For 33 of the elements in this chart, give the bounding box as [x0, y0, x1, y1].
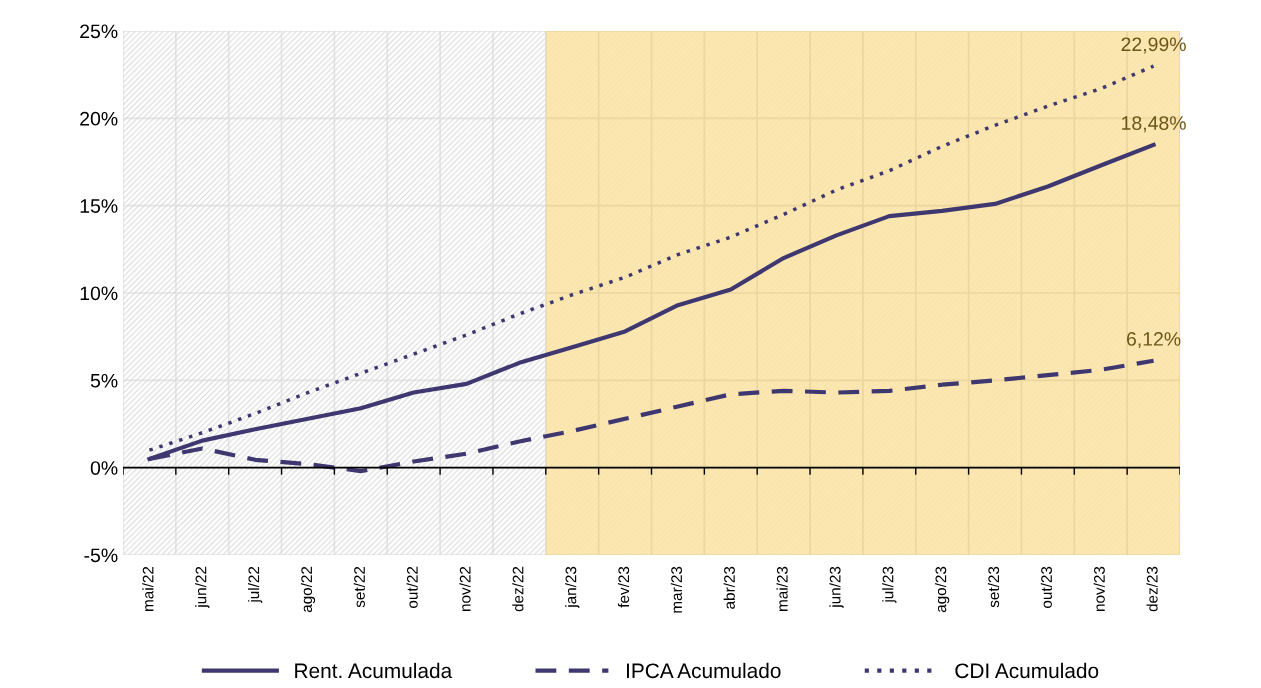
y-tick-label: 25% [80, 24, 118, 39]
x-tick-label: set/22 [353, 566, 365, 608]
y-tick-label: 20% [80, 111, 118, 126]
data-label: 6,12% [1127, 332, 1181, 349]
x-tick-label: jun/23 [829, 566, 844, 609]
legend-label: Rent. Acumulada [295, 662, 453, 679]
x-tick-label: jul/23 [882, 566, 897, 603]
x-tick-label: jul/22 [248, 566, 263, 603]
x-tick-label: jun/22 [195, 566, 210, 609]
y-tick-label: 5% [90, 373, 118, 388]
x-tick-label: ago/23 [935, 566, 950, 613]
y-tick-label: 0% [90, 461, 118, 475]
x-tick-label: jan/23 [565, 566, 580, 609]
x-tick-label: out/23 [1040, 566, 1052, 608]
x-tick-label: set/23 [987, 566, 1000, 608]
x-tick-label: ago/22 [300, 566, 316, 613]
y-tick-label: 10% [80, 286, 118, 301]
x-tick-label: fev/23 [617, 566, 630, 608]
x-tick-label: dez/22 [512, 566, 524, 612]
data-label: 22,99% [1121, 37, 1186, 54]
x-tick-label: mai/22 [142, 566, 154, 611]
data-label: 18,48% [1122, 116, 1186, 133]
x-tick-label: dez/23 [1146, 566, 1158, 612]
y-tick-label: -5% [84, 548, 118, 563]
x-tick-label: nov/23 [1093, 566, 1105, 611]
legend-label: IPCA Acumulado [627, 662, 781, 679]
x-tick-label: abr/23 [723, 566, 735, 609]
x-tick-label: out/22 [406, 566, 418, 608]
x-tick-label: mar/23 [670, 566, 683, 613]
x-tick-label: mai/23 [776, 566, 788, 611]
y-tick-label: 15% [80, 199, 118, 213]
x-tick-label: nov/22 [459, 566, 471, 611]
legend-label: CDI Acumulado [955, 662, 1099, 679]
